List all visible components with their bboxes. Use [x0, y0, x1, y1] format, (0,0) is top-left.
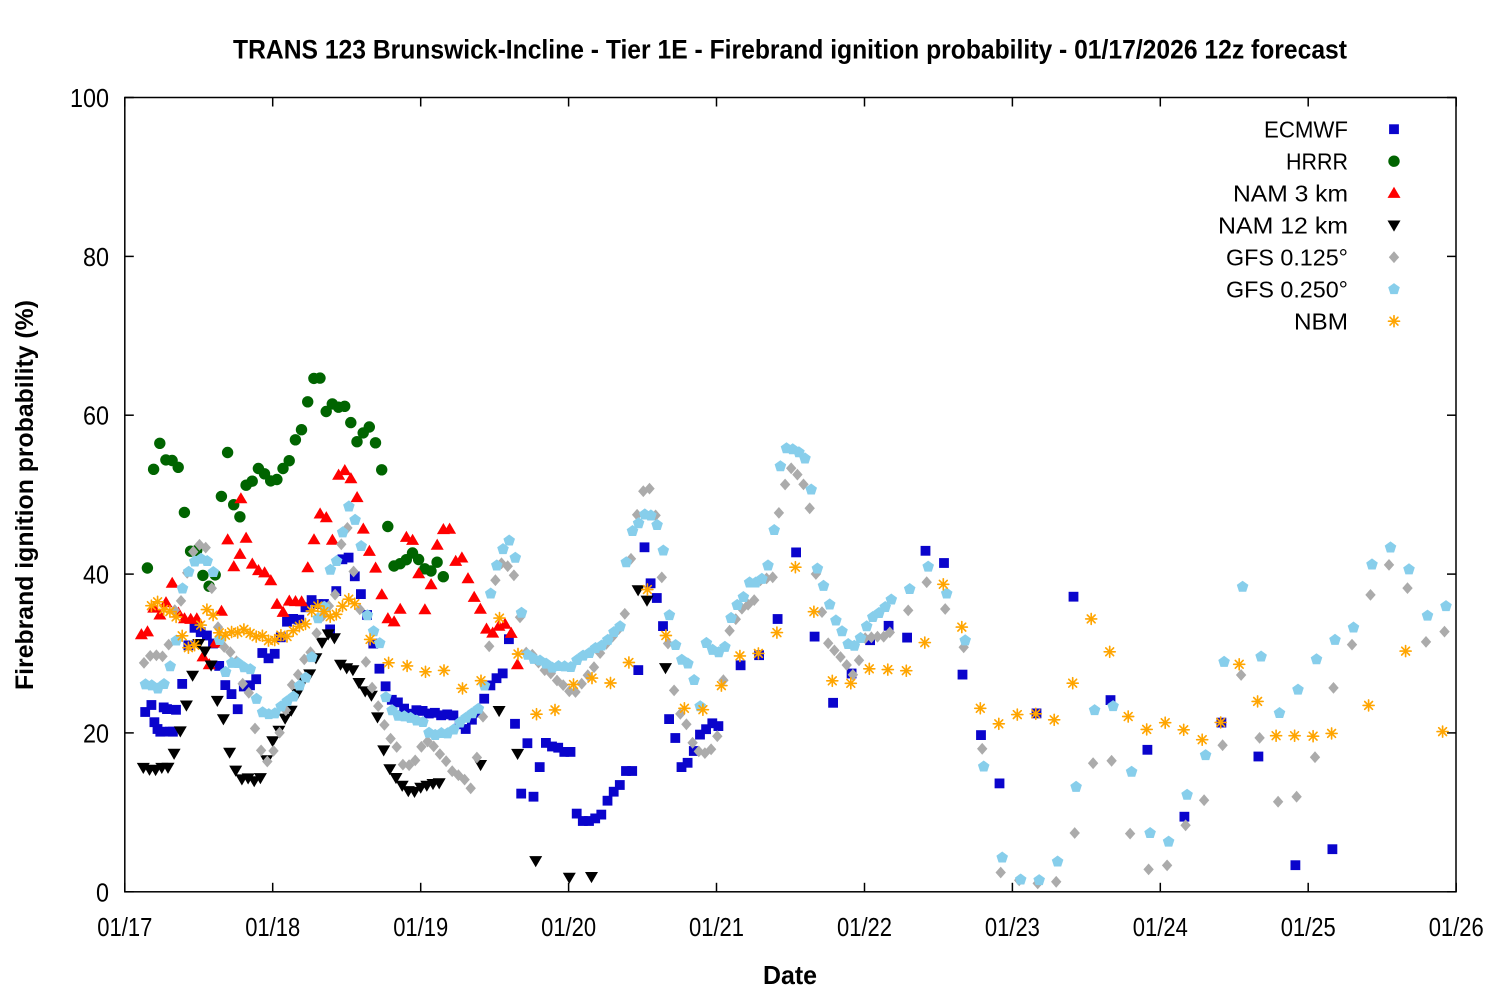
svg-text:GFS 0.125°: GFS 0.125° [1226, 245, 1348, 271]
svg-text:01/17: 01/17 [97, 912, 152, 942]
svg-text:0: 0 [96, 877, 109, 907]
svg-text:01/22: 01/22 [837, 912, 892, 942]
svg-text:01/18: 01/18 [245, 912, 300, 942]
svg-text:01/26: 01/26 [1429, 912, 1484, 942]
svg-text:60: 60 [83, 401, 109, 431]
svg-text:01/23: 01/23 [985, 912, 1040, 942]
svg-text:Firebrand ignition probability: Firebrand ignition probability (%) [11, 300, 39, 690]
svg-text:80: 80 [83, 242, 109, 272]
svg-text:TRANS 123 Brunswick-Incline -: TRANS 123 Brunswick-Incline - Tier 1E - … [233, 35, 1347, 65]
svg-text:Date: Date [763, 960, 817, 990]
svg-text:40: 40 [83, 560, 109, 590]
svg-text:NBM: NBM [1294, 309, 1348, 335]
svg-text:NAM 12 km: NAM 12 km [1218, 213, 1348, 239]
svg-text:20: 20 [83, 718, 109, 748]
svg-text:100: 100 [70, 83, 109, 113]
svg-text:01/19: 01/19 [393, 912, 448, 942]
svg-text:01/21: 01/21 [689, 912, 744, 942]
svg-text:NAM 3 km: NAM 3 km [1233, 181, 1348, 207]
svg-text:01/25: 01/25 [1281, 912, 1336, 942]
svg-text:HRRR: HRRR [1286, 149, 1348, 175]
svg-text:01/24: 01/24 [1133, 912, 1188, 942]
svg-text:GFS 0.250°: GFS 0.250° [1226, 277, 1348, 303]
svg-text:ECMWF: ECMWF [1264, 117, 1348, 143]
svg-text:01/20: 01/20 [541, 912, 596, 942]
